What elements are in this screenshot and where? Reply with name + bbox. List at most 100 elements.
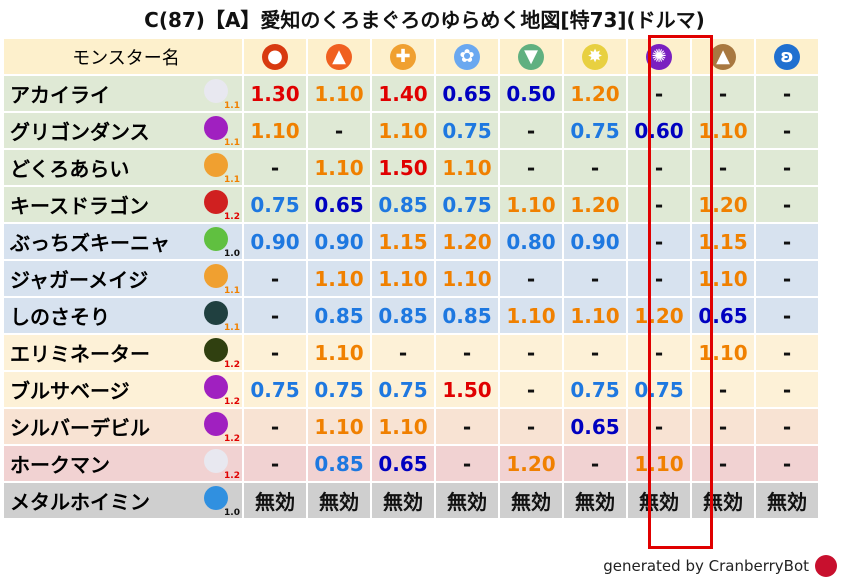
resistance-value: 0.75 bbox=[564, 372, 626, 407]
resistance-value: 0.85 bbox=[436, 298, 498, 333]
table-row: ジャガーメイジ 1.1-1.10 1.10 1.10- - -1.10- bbox=[4, 261, 818, 296]
resistance-value: - bbox=[692, 372, 754, 407]
monster-name: メタルホイミン bbox=[10, 490, 150, 514]
rank-multiplier: 1.0 bbox=[224, 508, 240, 518]
monster-name: どくろあらい bbox=[10, 157, 130, 181]
header-row: モンスター名 ● ▲ ✚ ✿ ▼ ✸ ✺ ▲ ʚ bbox=[4, 39, 818, 74]
resistance-value: - bbox=[500, 409, 562, 444]
resistance-value: - bbox=[244, 335, 306, 370]
resistance-value: 1.10 bbox=[308, 76, 370, 111]
resistance-value: - bbox=[628, 187, 690, 222]
rank-multiplier: 1.2 bbox=[224, 212, 240, 222]
resistance-value: 1.15 bbox=[372, 224, 434, 259]
resistance-value: 1.20 bbox=[628, 298, 690, 333]
resistance-value: 1.20 bbox=[564, 187, 626, 222]
resistance-value: - bbox=[692, 76, 754, 111]
wing-icon bbox=[204, 449, 228, 473]
monster-name-cell: エリミネーター 1.2 bbox=[4, 335, 242, 370]
resistance-value: 1.10 bbox=[372, 409, 434, 444]
resistance-value: - bbox=[756, 372, 818, 407]
resistance-value: - bbox=[500, 113, 562, 148]
resistance-value: 1.10 bbox=[244, 113, 306, 148]
resistance-value: - bbox=[564, 446, 626, 481]
resistance-value: 無効 bbox=[308, 483, 370, 518]
monster-name: しのさそり bbox=[10, 305, 110, 329]
resistance-value: - bbox=[756, 298, 818, 333]
resistance-value: - bbox=[756, 409, 818, 444]
table-row: メタルホイミン 1.0 無効 無効 無効 無効 無効 無効 無効 無効 無効 bbox=[4, 483, 818, 518]
resistance-value: - bbox=[436, 335, 498, 370]
page-title: C(87)【A】愛知のくろまぐろのゆらめく地図[特73](ドルマ) bbox=[144, 8, 705, 32]
element-header: ▲ bbox=[308, 39, 370, 74]
resistance-value: 無効 bbox=[244, 483, 306, 518]
element-header: ✸ bbox=[564, 39, 626, 74]
resistance-value: - bbox=[244, 261, 306, 296]
rank-multiplier: 1.2 bbox=[224, 360, 240, 370]
resistance-value: 1.50 bbox=[372, 150, 434, 185]
rank-multiplier: 1.1 bbox=[224, 175, 240, 185]
resistance-value: 1.10 bbox=[308, 150, 370, 185]
water-icon: ʚ bbox=[774, 43, 800, 70]
resistance-value: 0.65 bbox=[564, 409, 626, 444]
resistance-value: - bbox=[628, 76, 690, 111]
resistance-value: - bbox=[756, 446, 818, 481]
resistance-value: 無効 bbox=[500, 483, 562, 518]
rank-multiplier: 1.2 bbox=[224, 471, 240, 481]
resistance-table: モンスター名 ● ▲ ✚ ✿ ▼ ✸ ✺ ▲ ʚ アカイライ 1.1 1.30 1.10 1.40 0.65 0… bbox=[2, 37, 820, 520]
resistance-value: 0.65 bbox=[308, 187, 370, 222]
resistance-value: 1.10 bbox=[308, 409, 370, 444]
monster-name: グリゴンダンス bbox=[10, 120, 150, 144]
monster-name-cell: シルバーデビル 1.2 bbox=[4, 409, 242, 444]
monster-name-cell: キースドラゴン 1.2 bbox=[4, 187, 242, 222]
explosion-icon: ✚ bbox=[390, 43, 416, 70]
resistance-value: 0.75 bbox=[436, 113, 498, 148]
resistance-value: - bbox=[244, 298, 306, 333]
resistance-value: - bbox=[564, 150, 626, 185]
monster-name: ぶっちズキーニャ bbox=[10, 231, 170, 255]
monster-name-cell: どくろあらい 1.1 bbox=[4, 150, 242, 185]
resistance-value: - bbox=[628, 150, 690, 185]
resistance-value: - bbox=[308, 113, 370, 148]
resistance-value: 0.85 bbox=[308, 298, 370, 333]
resistance-value: 0.75 bbox=[436, 187, 498, 222]
resistance-value: - bbox=[500, 372, 562, 407]
element-header: ✚ bbox=[372, 39, 434, 74]
resistance-value: 1.10 bbox=[692, 113, 754, 148]
resistance-value: 1.10 bbox=[564, 298, 626, 333]
resistance-value: 無効 bbox=[756, 483, 818, 518]
resistance-value: 無効 bbox=[692, 483, 754, 518]
resistance-value: - bbox=[436, 446, 498, 481]
resistance-value: 0.90 bbox=[308, 224, 370, 259]
name-header: モンスター名 bbox=[4, 39, 242, 74]
resistance-value: 1.20 bbox=[564, 76, 626, 111]
flame-icon: ▲ bbox=[326, 43, 352, 70]
highlight-column-frame bbox=[648, 35, 713, 549]
paw-icon bbox=[204, 264, 228, 288]
resistance-value: 0.50 bbox=[500, 76, 562, 111]
rank-multiplier: 1.1 bbox=[224, 286, 240, 296]
monster-name-cell: グリゴンダンス 1.1 bbox=[4, 113, 242, 148]
table-row: アカイライ 1.1 1.30 1.10 1.40 0.65 0.50 1.20- - - bbox=[4, 76, 818, 111]
monster-name-cell: ぶっちズキーニャ 1.0 bbox=[4, 224, 242, 259]
trident-icon bbox=[204, 412, 228, 436]
resistance-value: 0.60 bbox=[628, 113, 690, 148]
resistance-value: 1.10 bbox=[500, 298, 562, 333]
ice-icon: ✿ bbox=[454, 43, 480, 70]
resistance-value: 0.65 bbox=[372, 446, 434, 481]
resistance-value: - bbox=[372, 335, 434, 370]
resistance-value: 0.75 bbox=[244, 187, 306, 222]
resistance-value: 0.75 bbox=[244, 372, 306, 407]
monster-name-cell: メタルホイミン 1.0 bbox=[4, 483, 242, 518]
resistance-value: 無効 bbox=[628, 483, 690, 518]
resistance-value: - bbox=[244, 446, 306, 481]
resistance-value: - bbox=[692, 446, 754, 481]
resistance-value: 0.75 bbox=[628, 372, 690, 407]
cranberry-icon bbox=[815, 555, 837, 577]
resistance-value: 1.15 bbox=[692, 224, 754, 259]
resistance-value: 1.20 bbox=[500, 446, 562, 481]
resistance-value: - bbox=[756, 224, 818, 259]
resistance-value: 1.20 bbox=[436, 224, 498, 259]
element-header: ▼ bbox=[500, 39, 562, 74]
rank-multiplier: 1.0 bbox=[224, 249, 240, 259]
monster-name: ブルサベージ bbox=[10, 379, 130, 403]
